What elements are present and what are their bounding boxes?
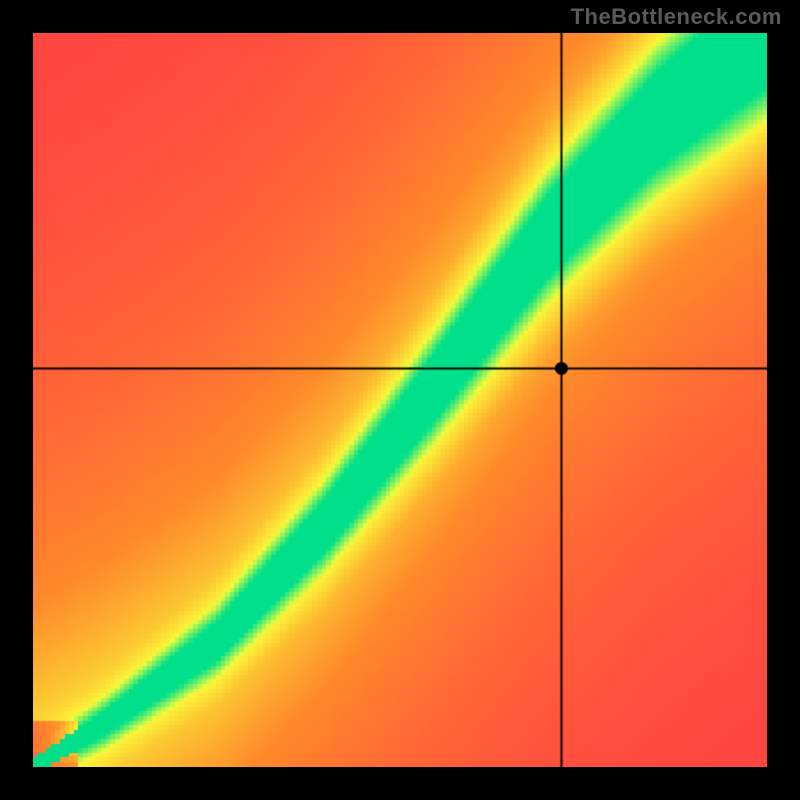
heatmap-canvas bbox=[33, 33, 767, 767]
watermark-text: TheBottleneck.com bbox=[571, 4, 782, 30]
heatmap-plot-area bbox=[33, 33, 767, 767]
figure-container: TheBottleneck.com bbox=[0, 0, 800, 800]
